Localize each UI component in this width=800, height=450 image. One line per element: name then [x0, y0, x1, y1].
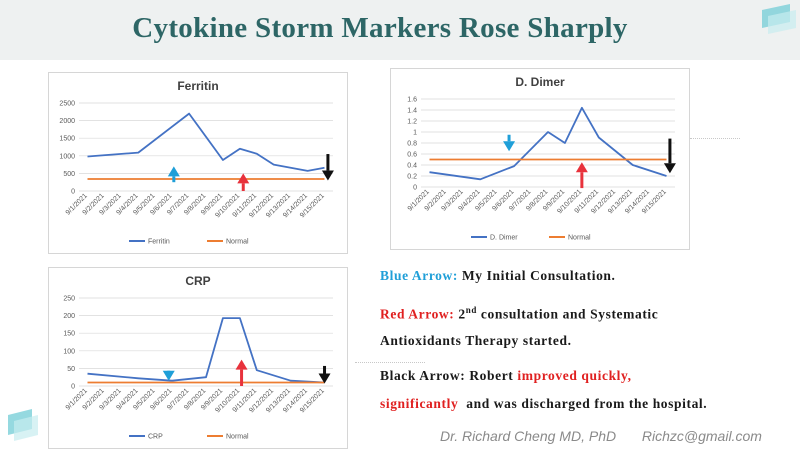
- y-tick-label: 2000: [59, 118, 75, 125]
- note-red: Red Arrow: 2nd consultation and Systemat…: [380, 297, 795, 354]
- note-black: Black Arrow: Robert improved quickly, si…: [380, 362, 795, 418]
- legend-label: Normal: [226, 239, 249, 246]
- y-tick-label: 1: [413, 130, 417, 137]
- y-tick-label: 0.8: [407, 141, 417, 148]
- corner-logo-icon-bottom: [8, 409, 38, 441]
- legend-label: Normal: [226, 434, 249, 441]
- y-tick-label: 150: [63, 331, 75, 338]
- y-tick-label: 1.6: [407, 97, 417, 104]
- note-blue-text: My Initial Consultation.: [461, 268, 616, 283]
- y-tick-label: 250: [63, 296, 75, 303]
- y-tick-label: 0.2: [407, 174, 417, 181]
- crp-chart-panel: CRP 0 50 100 150 200 250 9/1/2021 9/2/2021 9/3/20…: [48, 267, 348, 449]
- y-tick-label: 0: [413, 185, 417, 192]
- note-red-sup: nd: [465, 305, 477, 315]
- notes: Blue Arrow: My Initial Consultation. Red…: [380, 268, 795, 418]
- series-line-main: [87, 112, 325, 172]
- note-red-line2: Antioxidants Therapy started.: [380, 332, 572, 348]
- corner-logo-icon: [762, 4, 796, 34]
- y-tick-label: 500: [63, 171, 75, 178]
- chart-title: D. Dimer: [515, 75, 565, 89]
- blue-arrow-icon: [167, 166, 180, 177]
- y-tick-label: 200: [63, 313, 75, 320]
- footer: Dr. Richard Cheng MD, PhD Richzc@gmail.c…: [440, 428, 795, 444]
- chart-title: CRP: [185, 274, 210, 288]
- series-line-main: [429, 106, 667, 181]
- crp-chart: CRP0501001502002509/1/20219/2/20219/3/20…: [63, 274, 333, 441]
- note-black-highlight-2: significantly: [380, 395, 459, 411]
- red-arrow-icon: [237, 173, 250, 184]
- legend-label: CRP: [148, 434, 163, 441]
- note-black-highlight-1: improved quickly,: [517, 367, 632, 383]
- y-tick-label: 2500: [59, 101, 75, 108]
- y-tick-label: 1000: [59, 153, 75, 160]
- chart-title: Ferritin: [177, 79, 218, 93]
- y-tick-label: 1.2: [407, 119, 417, 126]
- slide-title: Cytokine Storm Markers Rose Sharply: [132, 12, 628, 44]
- footer-email: Richzc@gmail.com: [641, 428, 762, 444]
- separator: [690, 138, 740, 139]
- y-tick-label: 50: [67, 366, 75, 373]
- legend-label: Normal: [568, 235, 591, 242]
- black-arrow-icon: [321, 170, 334, 181]
- y-tick-label: 1.4: [407, 108, 417, 115]
- ferritin-chart: Ferritin050010001500200025009/1/20219/2/…: [59, 79, 334, 246]
- note-black-label: Black Arrow:: [380, 367, 466, 383]
- note-red-pre: 2: [458, 306, 466, 322]
- note-red-line1: consultation and Systematic: [476, 306, 659, 322]
- separator: [355, 362, 425, 363]
- y-tick-label: 100: [63, 348, 75, 355]
- blue-arrow-icon: [503, 141, 516, 152]
- title-bar: [0, 0, 800, 60]
- y-tick-label: 0.6: [407, 152, 417, 159]
- blue-arrow-icon: [162, 370, 175, 381]
- note-black-pre: Robert: [469, 367, 514, 383]
- note-blue-label: Blue Arrow:: [380, 268, 458, 283]
- series-line-main: [87, 317, 325, 384]
- y-tick-label: 0: [71, 189, 75, 196]
- y-tick-label: 0: [71, 384, 75, 391]
- note-black-post: and was discharged from the hospital.: [466, 395, 708, 411]
- ddimer-chart-panel: D. Dimer 0 0.2 0.4 0.6 0.8 1 1.2 1.4 1.6 9/1/2021 9…: [390, 68, 690, 250]
- black-arrow-icon: [663, 163, 676, 174]
- red-arrow-icon: [575, 162, 588, 173]
- note-red-label: Red Arrow:: [380, 306, 455, 322]
- y-tick-label: 0.4: [407, 163, 417, 170]
- footer-author: Dr. Richard Cheng MD, PhD: [440, 428, 617, 444]
- ddimer-chart: D. Dimer00.20.40.60.811.21.41.69/1/20219…: [407, 75, 676, 242]
- note-blue: Blue Arrow: My Initial Consultation.: [380, 268, 795, 284]
- legend-label: D. Dimer: [490, 235, 518, 242]
- ferritin-chart-panel: Ferritin 0 500 1000 1500 2000 2500 9/1/2021 9/2/…: [48, 72, 348, 254]
- y-tick-label: 1500: [59, 136, 75, 143]
- red-arrow-icon: [235, 359, 248, 370]
- legend-label: Ferritin: [148, 239, 170, 246]
- black-arrow-icon: [318, 373, 331, 384]
